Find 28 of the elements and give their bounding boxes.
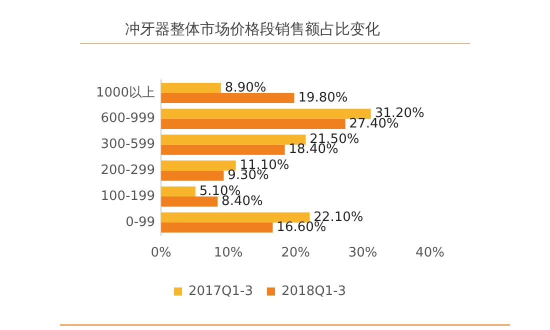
chart-title: 冲牙器整体市场价格段销售额占比变化 [125, 20, 380, 39]
bar [161, 212, 310, 222]
y-tick-label: 100-199 [100, 188, 156, 204]
legend-label: 2018Q1-3 [282, 284, 346, 299]
bar [161, 144, 285, 155]
bar [161, 134, 306, 145]
bar [161, 222, 273, 233]
data-label: 19.80% [298, 90, 348, 106]
x-tick-label: 10% [214, 246, 243, 261]
bar [161, 82, 221, 93]
bar [161, 186, 196, 197]
data-label: 8.90% [224, 80, 266, 96]
bar [161, 108, 371, 119]
bar [161, 92, 294, 104]
x-tick-label: 40% [416, 246, 444, 261]
y-tick-label: 0-99 [126, 214, 156, 230]
bar [161, 160, 236, 171]
legend-label: 2017Q1-3 [188, 284, 254, 299]
y-tick-label: 1000以上 [96, 85, 156, 100]
y-tick-label: 200-299 [100, 163, 156, 178]
x-tick-label: 30% [348, 246, 378, 261]
y-tick-label: 600-999 [100, 111, 156, 126]
bar [161, 170, 224, 181]
bar [161, 196, 218, 207]
bar [161, 118, 346, 129]
y-tick-label: 300-599 [100, 137, 156, 152]
x-tick-label: 20% [281, 246, 310, 261]
x-tick-label: 0% [150, 246, 172, 261]
